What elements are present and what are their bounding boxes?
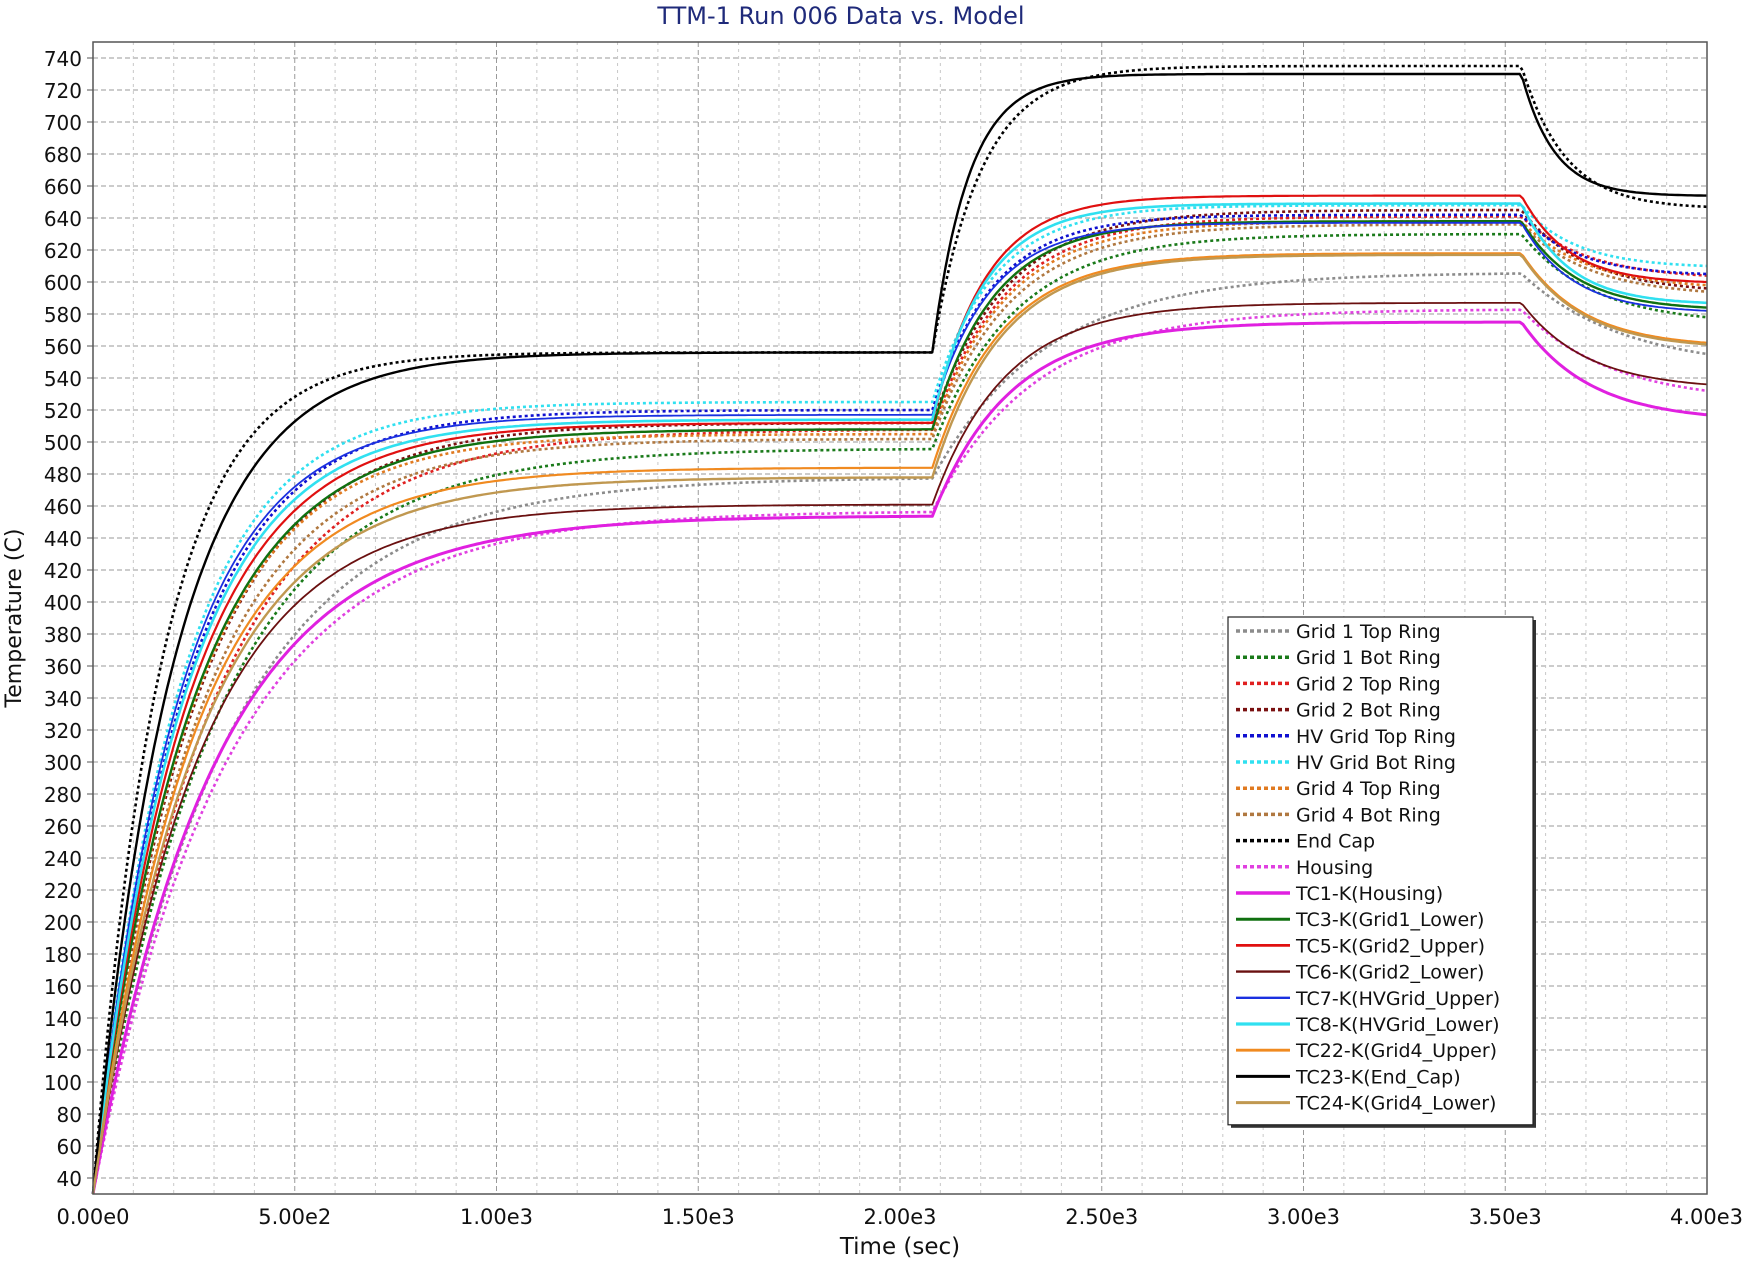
y-tick-label: 400 xyxy=(44,591,82,615)
legend-label: TC3-K(Grid1_Lower) xyxy=(1295,909,1484,931)
x-tick-label: 2.00e3 xyxy=(863,1205,936,1229)
legend-label: End Cap xyxy=(1296,831,1375,853)
legend-label: TC22-K(Grid4_Upper) xyxy=(1295,1040,1497,1062)
x-tick-label: 5.00e2 xyxy=(258,1205,331,1229)
chart-title: TTM-1 Run 006 Data vs. Model xyxy=(656,2,1024,30)
y-tick-label: 240 xyxy=(44,847,82,871)
y-tick-label: 480 xyxy=(44,463,82,487)
y-tick-label: 180 xyxy=(44,943,82,967)
legend-label: Grid 4 Bot Ring xyxy=(1296,804,1441,826)
series-line xyxy=(91,232,1708,1195)
legend-label: TC8-K(HVGrid_Lower) xyxy=(1295,1014,1500,1036)
series-line xyxy=(92,221,1708,1195)
y-tick-label: 80 xyxy=(57,1103,82,1127)
x-tick-labels: 0.00e0 5.00e2 1.00e3 1.50e3 2.00e3 2.50e3 3.00… xyxy=(56,1205,1743,1229)
y-tick-label: 420 xyxy=(44,559,82,583)
y-tick-labels: 40 60 80 100 120 140 160 180 200 220 240 260 280 300 3… xyxy=(44,47,93,1191)
legend-label: HV Grid Top Ring xyxy=(1296,726,1456,748)
y-tick-label: 320 xyxy=(44,719,82,743)
y-tick-label: 340 xyxy=(44,687,82,711)
y-tick-label: 120 xyxy=(44,1039,82,1063)
x-tick-label: 0.00e0 xyxy=(56,1205,129,1229)
y-tick-label: 60 xyxy=(57,1135,82,1159)
legend-label: TC1-K(Housing) xyxy=(1295,883,1443,905)
y-tick-label: 580 xyxy=(44,303,82,327)
legend: Grid 1 Top Ring Grid 1 Bot Ring Grid 2 Top… xyxy=(1227,616,1536,1128)
x-tick-label: 1.50e3 xyxy=(662,1205,735,1229)
y-tick-label: 660 xyxy=(44,175,82,199)
y-tick-label: 260 xyxy=(44,815,82,839)
y-tick-label: 300 xyxy=(44,751,82,775)
series-line xyxy=(91,202,1708,1195)
y-tick-label: 700 xyxy=(44,111,82,135)
series-line xyxy=(91,308,1708,1195)
y-tick-label: 540 xyxy=(44,367,82,391)
y-tick-label: 380 xyxy=(44,623,82,647)
legend-label: TC5-K(Grid2_Upper) xyxy=(1295,935,1485,957)
legend-label: TC7-K(HVGrid_Upper) xyxy=(1295,988,1500,1010)
y-tick-label: 220 xyxy=(44,879,82,903)
x-tick-label: 4.00e3 xyxy=(1670,1205,1743,1229)
y-tick-label: 520 xyxy=(44,399,82,423)
plot-frame xyxy=(92,41,1708,1195)
series-line xyxy=(92,301,1708,1195)
legend-label: TC24-K(Grid4_Lower) xyxy=(1295,1093,1496,1115)
y-tick-label: 280 xyxy=(44,783,82,807)
series-line xyxy=(91,194,1708,1195)
series-line xyxy=(91,252,1708,1195)
series-line xyxy=(91,215,1708,1195)
series-line xyxy=(91,272,1708,1195)
series-line xyxy=(91,72,1707,1195)
y-axis-label: Temperature (C) xyxy=(2,529,27,709)
legend-label: Grid 1 Bot Ring xyxy=(1296,647,1441,669)
legend-label: Grid 2 Top Ring xyxy=(1296,673,1441,695)
y-tick-label: 640 xyxy=(44,207,82,231)
series-line xyxy=(91,253,1708,1195)
y-tick-label: 740 xyxy=(44,47,82,71)
series-lines xyxy=(91,64,1708,1195)
y-tick-label: 200 xyxy=(44,911,82,935)
y-tick-label: 620 xyxy=(44,239,82,263)
legend-label: TC6-K(Grid2_Lower) xyxy=(1295,962,1484,984)
y-tick-label: 100 xyxy=(44,1071,82,1095)
legend-label: HV Grid Bot Ring xyxy=(1296,752,1456,774)
x-tick-label: 2.50e3 xyxy=(1065,1205,1138,1229)
x-tick-label: 1.00e3 xyxy=(460,1205,533,1229)
legend-label: Grid 1 Top Ring xyxy=(1296,621,1441,643)
y-tick-label: 680 xyxy=(44,143,82,167)
legend-box xyxy=(1227,616,1534,1126)
y-tick-label: 360 xyxy=(44,655,82,679)
y-tick-label: 140 xyxy=(44,1007,82,1031)
series-line xyxy=(91,219,1708,1195)
y-tick-label: 460 xyxy=(44,495,82,519)
series-line xyxy=(91,320,1708,1195)
y-tick-label: 160 xyxy=(44,975,82,999)
x-tick-label: 3.50e3 xyxy=(1469,1205,1542,1229)
y-tick-label: 560 xyxy=(44,335,82,359)
y-tick-label: 440 xyxy=(44,527,82,551)
y-tick-label: 600 xyxy=(44,271,82,295)
y-tick-label: 40 xyxy=(57,1167,82,1191)
y-tick-label: 720 xyxy=(44,79,82,103)
x-tick-label: 3.00e3 xyxy=(1267,1205,1340,1229)
y-tick-label: 500 xyxy=(44,431,82,455)
legend-label: TC23-K(End_Cap) xyxy=(1295,1066,1461,1088)
legend-label: Grid 4 Top Ring xyxy=(1296,778,1441,800)
series-line xyxy=(91,223,1708,1195)
legend-label: Grid 2 Bot Ring xyxy=(1296,700,1441,722)
legend-label: Housing xyxy=(1296,857,1373,879)
x-axis-label: Time (sec) xyxy=(839,1234,960,1260)
